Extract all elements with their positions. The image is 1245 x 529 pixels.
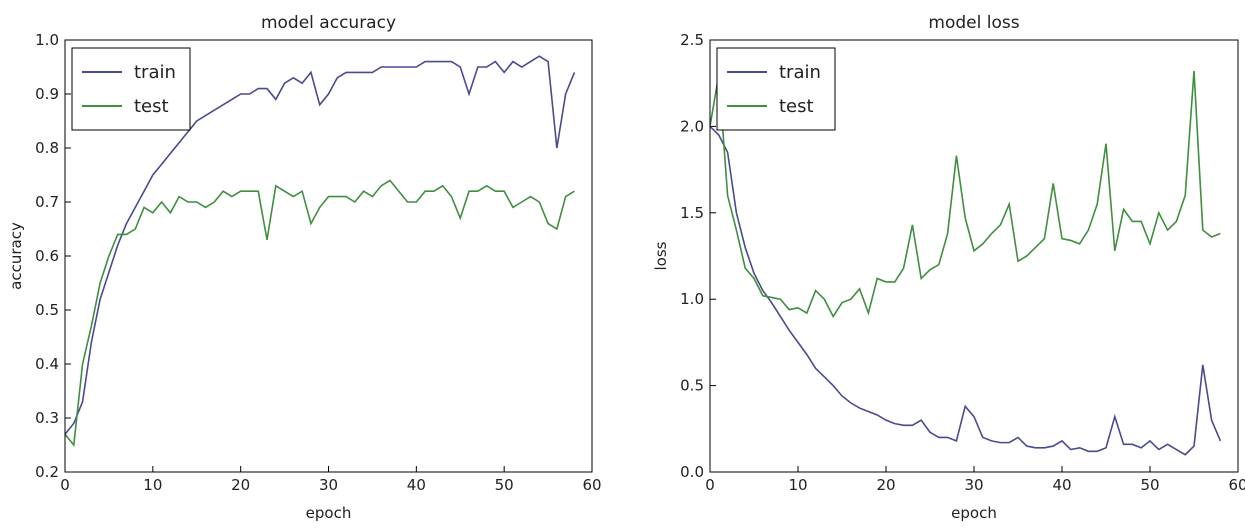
y-tick-label: 0.5 bbox=[680, 377, 704, 395]
y-tick-label: 0.5 bbox=[35, 301, 59, 319]
legend-label: test bbox=[779, 96, 814, 117]
y-tick-label: 2.0 bbox=[680, 117, 704, 135]
y-tick-label: 0.6 bbox=[35, 247, 59, 265]
legend-label: train bbox=[779, 62, 821, 83]
x-tick-label: 20 bbox=[231, 476, 250, 494]
x-axis-label: epoch bbox=[306, 504, 352, 522]
legend-label: train bbox=[134, 62, 176, 83]
y-tick-label: 0.8 bbox=[35, 139, 59, 157]
y-axis-label: accuracy bbox=[7, 222, 25, 290]
legend-label: test bbox=[134, 96, 169, 117]
y-tick-label: 0.9 bbox=[35, 85, 59, 103]
data-line bbox=[709, 71, 1221, 319]
legend-box bbox=[716, 47, 836, 131]
y-tick-label: 0.2 bbox=[35, 463, 59, 481]
y-tick-label: 0.7 bbox=[35, 193, 59, 211]
x-tick-label: 0 bbox=[705, 476, 715, 494]
plot-frame bbox=[709, 39, 1239, 473]
y-axis-label: loss bbox=[652, 241, 670, 270]
y-tick-label: 0.4 bbox=[35, 355, 59, 373]
y-tick-label: 1.5 bbox=[680, 204, 704, 222]
y-tick-label: 0.0 bbox=[680, 463, 704, 481]
x-tick-label: 40 bbox=[407, 476, 426, 494]
y-tick-label: 0.3 bbox=[35, 409, 59, 427]
x-tick-label: 30 bbox=[964, 476, 983, 494]
y-tick-label: 2.5 bbox=[680, 31, 704, 49]
data-line bbox=[64, 179, 575, 447]
x-tick-label: 60 bbox=[1228, 476, 1245, 494]
x-tick-label: 10 bbox=[788, 476, 807, 494]
data-line bbox=[709, 125, 1222, 456]
plot-frame bbox=[64, 39, 593, 473]
x-tick-label: 50 bbox=[1140, 476, 1159, 494]
x-tick-label: 40 bbox=[1052, 476, 1071, 494]
y-tick-label: 1.0 bbox=[680, 290, 704, 308]
x-tick-label: 10 bbox=[143, 476, 162, 494]
x-tick-label: 60 bbox=[582, 476, 601, 494]
x-tick-label: 20 bbox=[876, 476, 895, 494]
chart-title: model loss bbox=[928, 13, 1019, 33]
y-tick-label: 1.0 bbox=[35, 31, 59, 49]
x-tick-label: 0 bbox=[60, 476, 70, 494]
legend-box bbox=[71, 47, 191, 131]
x-axis-label: epoch bbox=[951, 504, 997, 522]
chart-title: model accuracy bbox=[261, 13, 396, 33]
data-line bbox=[64, 55, 576, 435]
x-tick-label: 50 bbox=[495, 476, 514, 494]
x-tick-label: 30 bbox=[319, 476, 338, 494]
